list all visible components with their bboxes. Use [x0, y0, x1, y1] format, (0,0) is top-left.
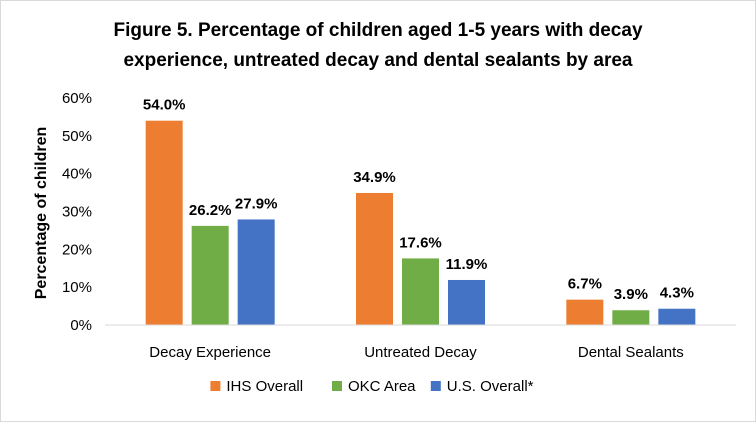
data-label: 54.0%: [143, 97, 186, 114]
x-category-label: Dental Sealants: [578, 344, 684, 361]
data-label: 11.9%: [446, 256, 488, 273]
legend-label: OKC Area: [348, 378, 416, 395]
bar: [658, 308, 696, 325]
data-label: 34.9%: [353, 169, 396, 186]
data-label: 27.9%: [235, 195, 278, 212]
bar: [191, 225, 229, 325]
data-label: 17.6%: [399, 234, 442, 251]
legend-label: U.S. Overall*: [447, 378, 534, 395]
chart-title-line-2: experience, untreated decay and dental s…: [123, 50, 632, 71]
legend-swatch: [210, 381, 221, 391]
y-tick-label: 10%: [62, 279, 92, 296]
bar: [356, 192, 393, 325]
bar: [566, 299, 604, 325]
chart-title: Figure 5. Percentage of children aged 1-…: [113, 20, 642, 71]
data-label: 4.3%: [660, 285, 694, 302]
data-label: 3.9%: [614, 286, 648, 303]
legend-label: IHS Overall: [226, 378, 303, 395]
x-category-label: Untreated Decay: [364, 344, 477, 361]
y-axis-label: Percentage of children: [33, 127, 50, 300]
bar: [145, 120, 183, 325]
legend-swatch: [430, 381, 441, 391]
y-tick-label: 0%: [70, 317, 92, 334]
bar: [612, 310, 650, 325]
chart-title-line-1: Figure 5. Percentage of children aged 1-…: [113, 20, 642, 41]
y-tick-label: 50%: [62, 128, 92, 145]
y-axis-ticks: 0% 10% 20% 30% 40% 50% 60%: [62, 90, 92, 334]
data-labels: 54.0% 26.2% 27.9% 34.9% 17.6%11.9% 6.7% 3.9% 4.…: [143, 97, 694, 304]
x-axis-categories: Decay Experience Untreated Decay Dental Se…: [149, 344, 683, 361]
legend-swatch: [332, 381, 342, 391]
data-label: 26.2%: [189, 202, 232, 219]
bars: [145, 120, 696, 325]
bar: [237, 219, 275, 325]
legend: IHS Overall OKC Area U.S. Overall*: [210, 378, 534, 395]
data-label: 6.7%: [568, 276, 602, 293]
x-category-label: Decay Experience: [149, 344, 271, 361]
y-tick-label: 20%: [62, 241, 92, 258]
y-tick-label: 60%: [62, 90, 92, 107]
bar: [448, 279, 485, 325]
bar: [402, 258, 439, 325]
y-tick-label: 30%: [62, 204, 92, 221]
y-tick-label: 40%: [62, 166, 92, 183]
